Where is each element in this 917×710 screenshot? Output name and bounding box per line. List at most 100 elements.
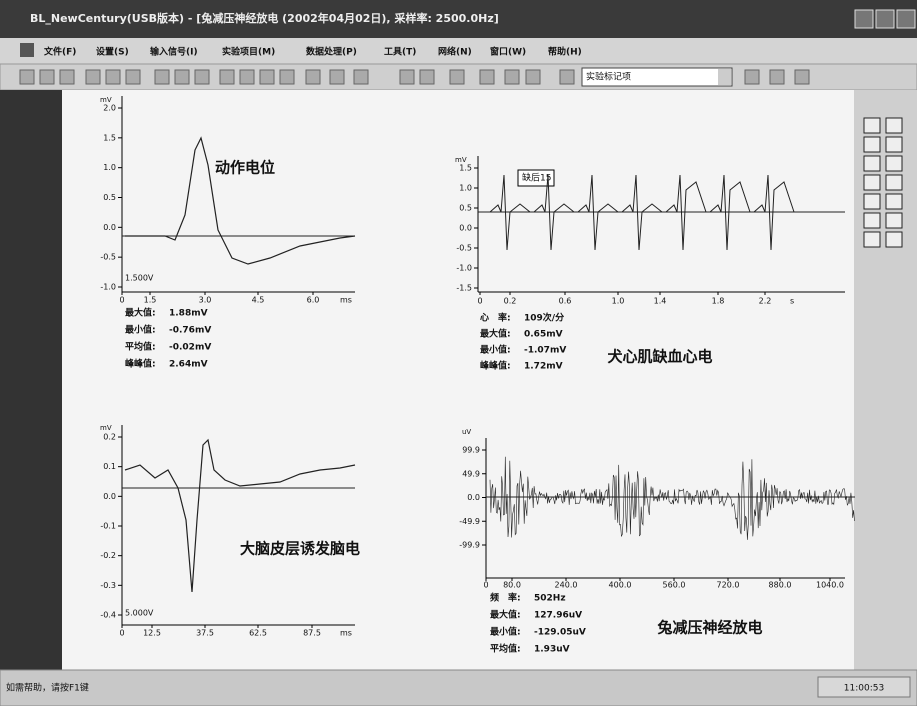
stat-value: 0.65mV <box>524 330 563 340</box>
y-unit: uV <box>462 428 471 436</box>
y-tick-label: 0.0 <box>103 223 116 232</box>
menu-item[interactable]: 输入信号(I) <box>150 46 198 58</box>
tool-button[interactable] <box>155 70 169 84</box>
side-button[interactable] <box>864 137 880 152</box>
screen: BL_NewCentury(USB版本) - [兔减压神经放电 (2002年04… <box>0 0 917 706</box>
y-tick-label: -0.5 <box>456 244 472 253</box>
window-title: BL_NewCentury(USB版本) - [兔减压神经放电 (2002年04… <box>30 11 499 25</box>
x-tick-label: 12.5 <box>143 629 161 638</box>
x-tick-label: 1.0 <box>612 297 625 306</box>
stat-label: 心 率: <box>480 312 511 324</box>
left-panel <box>0 90 62 670</box>
y-tick-label: -1.0 <box>100 283 116 292</box>
stat-label: 最小值: <box>125 324 156 336</box>
tool-button[interactable] <box>450 70 464 84</box>
tool-button[interactable] <box>86 70 100 84</box>
tool-button[interactable] <box>560 70 574 84</box>
side-button[interactable] <box>864 213 880 228</box>
menu-item[interactable]: 数据处理(P) <box>306 46 357 58</box>
x-tick-label: 3.0 <box>199 296 212 305</box>
stat-value: -1.07mV <box>524 346 566 356</box>
y-tick-label: -0.4 <box>100 611 116 620</box>
x-tick-label: 1.5 <box>144 296 157 305</box>
side-button[interactable] <box>864 232 880 247</box>
tool-button[interactable] <box>126 70 140 84</box>
y-tick-label: 49.9 <box>462 469 480 478</box>
stat-label: 最大值: <box>125 307 156 319</box>
menu-item[interactable]: 窗口(W) <box>490 46 526 58</box>
menu-item[interactable]: 工具(T) <box>384 47 416 58</box>
stat-label: 频 率: <box>490 592 521 604</box>
side-button[interactable] <box>864 156 880 171</box>
stat-value: -129.05uV <box>534 628 586 638</box>
panel-title: 动作电位 <box>215 159 275 177</box>
side-button[interactable] <box>864 118 880 133</box>
menu-item[interactable]: 设置(S) <box>96 46 129 58</box>
close-button[interactable] <box>897 10 915 28</box>
tool-button[interactable] <box>505 70 519 84</box>
y-tick-label: 0.0 <box>103 492 116 501</box>
window-controls[interactable] <box>855 10 915 28</box>
side-button[interactable] <box>864 175 880 190</box>
tool-button[interactable] <box>306 70 320 84</box>
x-unit: s <box>790 297 794 306</box>
y-tick-label: 0.0 <box>459 224 472 233</box>
stat-value: 109次/分 <box>524 312 564 324</box>
maximize-button[interactable] <box>876 10 894 28</box>
tool-button[interactable] <box>354 70 368 84</box>
scale-label: 1.500V <box>125 274 154 283</box>
tool-button[interactable] <box>420 70 434 84</box>
stat-value: -0.76mV <box>169 326 211 336</box>
side-button[interactable] <box>886 213 902 228</box>
menu-item[interactable]: 实验项目(M) <box>222 46 275 58</box>
tool-button[interactable] <box>240 70 254 84</box>
side-button[interactable] <box>886 156 902 171</box>
side-button[interactable] <box>864 194 880 209</box>
side-button[interactable] <box>886 175 902 190</box>
y-tick-label: 0.2 <box>103 433 116 442</box>
x-tick-label: 1.4 <box>654 297 667 306</box>
tool-button[interactable] <box>526 70 540 84</box>
tool-button[interactable] <box>795 70 809 84</box>
tool-button[interactable] <box>260 70 274 84</box>
menu-item[interactable]: 网络(N) <box>438 46 472 58</box>
side-button[interactable] <box>886 194 902 209</box>
tool-button[interactable] <box>770 70 784 84</box>
y-tick-label: 1.0 <box>459 184 472 193</box>
stat-label: 峰峰值: <box>480 360 511 372</box>
tool-button[interactable] <box>40 70 54 84</box>
tool-button[interactable] <box>106 70 120 84</box>
minimize-button[interactable] <box>855 10 873 28</box>
y-tick-label: 0.5 <box>459 204 472 213</box>
x-tick-label: 880.0 <box>769 581 792 590</box>
y-tick-label: 0.1 <box>103 462 116 471</box>
tool-button[interactable] <box>195 70 209 84</box>
tool-button[interactable] <box>175 70 189 84</box>
panel-title: 兔减压神经放电 <box>656 619 762 637</box>
y-tick-label: 1.5 <box>103 133 116 142</box>
stat-label: 最小值: <box>480 344 511 356</box>
menu-item[interactable]: 帮助(H) <box>548 46 582 58</box>
tool-button[interactable] <box>480 70 494 84</box>
dropdown-value: 实验标记项 <box>586 71 631 83</box>
side-button[interactable] <box>886 137 902 152</box>
status-help: 如需帮助，请按F1键 <box>6 682 89 694</box>
side-button[interactable] <box>886 118 902 133</box>
x-tick-label: 80.0 <box>503 581 521 590</box>
x-tick-label: 560.0 <box>663 581 686 590</box>
x-tick-label: 720.0 <box>717 581 740 590</box>
stat-value: 127.96uV <box>534 611 582 621</box>
dropdown-arrow[interactable] <box>718 69 731 85</box>
menu-item[interactable]: 文件(F) <box>43 46 76 58</box>
tool-button[interactable] <box>330 70 344 84</box>
stat-value: -0.02mV <box>169 343 211 353</box>
tool-button[interactable] <box>60 70 74 84</box>
side-button[interactable] <box>886 232 902 247</box>
tool-button[interactable] <box>220 70 234 84</box>
x-unit: ms <box>340 296 352 305</box>
tool-button[interactable] <box>400 70 414 84</box>
tool-button[interactable] <box>280 70 294 84</box>
tool-button[interactable] <box>20 70 34 84</box>
tool-button[interactable] <box>745 70 759 84</box>
x-tick-label: 87.5 <box>303 629 321 638</box>
